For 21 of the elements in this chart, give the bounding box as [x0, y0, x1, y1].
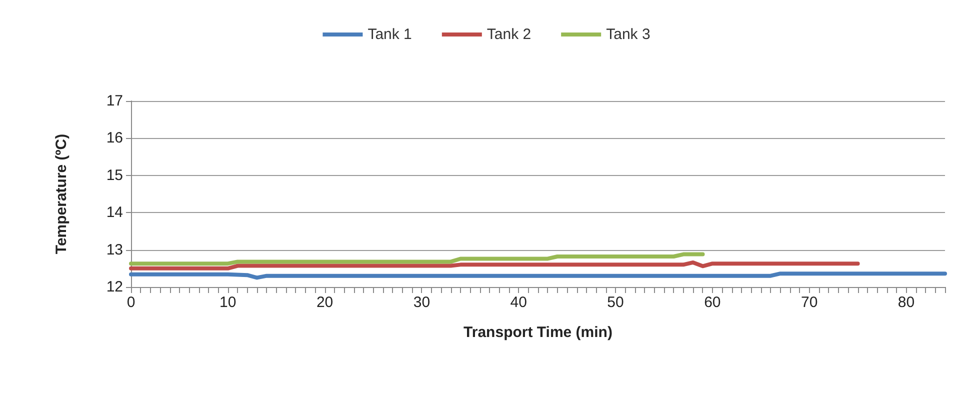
x-tick-label: 40	[510, 294, 527, 311]
y-tick-label: 13	[106, 241, 123, 258]
y-tick-label: 15	[106, 166, 123, 184]
y-tick-label: 16	[106, 130, 123, 147]
x-axis-title: Transport Time (min)	[464, 324, 612, 341]
x-tick-label: 0	[126, 294, 136, 311]
y-tick-label: 12	[106, 278, 123, 296]
x-tick-label: 50	[607, 294, 624, 311]
y-tick-label: 14	[106, 204, 123, 222]
legend-label: Tank 3	[606, 26, 650, 43]
x-tick-label: 70	[800, 294, 818, 311]
y-axis-title: Temperature (ºC)	[53, 134, 70, 254]
line-series	[129, 252, 705, 266]
x-tick-label: 80	[898, 294, 915, 311]
y-tick-label: 17	[106, 92, 123, 110]
legend-label: Tank 1	[368, 26, 412, 43]
legend-label: Tank 2	[486, 26, 532, 43]
x-tick-label: 20	[316, 294, 334, 311]
x-tick-label: 60	[704, 294, 721, 311]
x-tick-label: 30	[413, 294, 430, 311]
x-tick-label: 10	[220, 294, 236, 311]
